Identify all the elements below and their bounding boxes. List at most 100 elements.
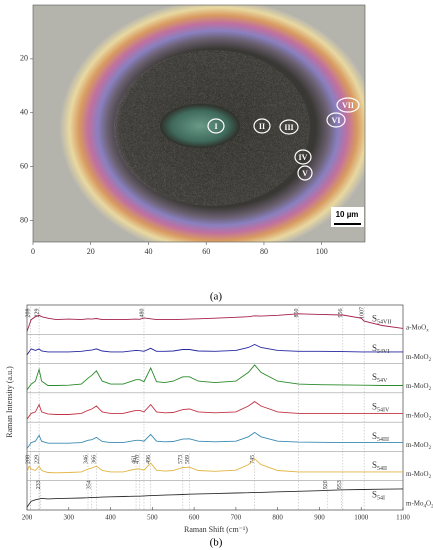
peak-label: 208 [26, 455, 32, 464]
phase-text: m-MoO [406, 470, 429, 478]
spectrum [26, 401, 403, 420]
region-circle [336, 97, 360, 113]
x-tick-label: 0 [31, 247, 35, 256]
x-tick-label: 20 [87, 247, 95, 256]
peak-label: 354 [87, 480, 93, 489]
series-subscript: 54VI [377, 349, 389, 355]
phase-subscript: 2 [429, 475, 432, 480]
peak-label: 953 [337, 480, 343, 489]
series-label: S54III [372, 431, 389, 443]
x-tick-label: 60 [202, 247, 210, 256]
region-circle [297, 165, 313, 181]
phase-subscript: 23 [431, 504, 433, 509]
x-tick-label: 400 [105, 514, 116, 522]
series-label: S54II [372, 460, 387, 472]
phase-subscript: 2 [429, 445, 432, 450]
phase-text: m-MoO [406, 353, 429, 361]
phase-text: O [426, 499, 431, 507]
series-label: S54VI [372, 343, 389, 355]
peak-label: 745 [250, 455, 256, 464]
series-name: S [372, 372, 377, 382]
peak-label: 589 [185, 455, 191, 464]
region-label: III [284, 123, 293, 132]
peak-label: 1007 [360, 307, 366, 319]
phase-text: a-MoO [406, 323, 426, 331]
spectrum [26, 364, 403, 391]
region-circle [253, 118, 271, 134]
series-name: S [372, 489, 377, 499]
micrograph [33, 5, 365, 242]
peak-label: 229 [34, 455, 40, 464]
phase-subscript: 2 [429, 387, 432, 392]
peak-label: 208 [26, 309, 32, 318]
peak-label: 956 [338, 309, 344, 318]
x-tick-label: 100 [316, 247, 328, 256]
region-markers: I II III IV V VI VII [207, 97, 360, 181]
peak-label: 233 [36, 480, 42, 489]
series-subscript: 54I [377, 496, 385, 502]
phase-text: m-MoO [406, 440, 429, 448]
series-name: S [372, 343, 377, 353]
x-tick-label: 800 [272, 514, 283, 522]
phase-label: m-MoO2 [406, 382, 432, 392]
region-label: I [214, 122, 217, 131]
spectrum [26, 313, 404, 332]
series-subscript: 54V [377, 379, 388, 385]
phase-text: m-MoO [406, 411, 429, 419]
x-tick-label: 600 [189, 514, 200, 522]
spectrum [26, 344, 403, 356]
caption-a: (a) [210, 291, 223, 303]
scale-bar-label: 10 µm [336, 210, 359, 219]
phase-label: m-MoO2 [406, 470, 432, 480]
phase-label: m-Mo4O23 [406, 499, 433, 509]
peak-label: 920 [323, 480, 329, 489]
peak-label: 461 [131, 455, 137, 464]
spectrum [26, 488, 404, 508]
x-tick-label: 40 [144, 247, 152, 256]
peak-label: 366 [92, 455, 98, 464]
x-tick-label: 700 [231, 514, 242, 522]
x-tick-label: 80 [260, 247, 268, 256]
phase-subscript: 2 [429, 358, 432, 363]
region-label: II [259, 122, 265, 131]
phase-label: m-MoO2 [406, 411, 432, 421]
y-axis-label: Raman Intensity (a.u.) [5, 366, 14, 438]
y-tick-label: 40 [20, 108, 28, 117]
region-label: VII [342, 101, 354, 110]
phase-text: m-MoO [406, 382, 429, 390]
series-subscript: 54II [377, 466, 387, 472]
x-tick-label: 1000 [354, 514, 369, 522]
image-frame [32, 4, 366, 243]
series-subscript: 54III [377, 437, 389, 443]
y-tick-label: 80 [20, 215, 28, 224]
peak-label: 496 [146, 455, 152, 464]
scale-bar-box [331, 207, 364, 227]
region-circle [326, 112, 346, 128]
x-tick-label: 200 [22, 514, 33, 522]
peak-label: 346 [83, 455, 89, 464]
series-name: S [372, 431, 377, 441]
series-label: S54V [372, 372, 388, 384]
series-name: S [372, 460, 377, 470]
region-label: IV [299, 153, 308, 162]
plot-frame [26, 304, 404, 511]
series-subscript: 54IV [377, 408, 390, 414]
region-circle [294, 149, 312, 165]
spectrum [26, 458, 403, 474]
phase-label: m-MoO2 [406, 353, 432, 363]
caption-b: (b) [210, 537, 223, 549]
peak-label: 229 [34, 309, 40, 318]
peak-label: 470 [135, 455, 141, 464]
series-subscript: 54VII [377, 320, 391, 326]
phase-label: m-MoO2 [406, 440, 432, 450]
x-tick-label: 500 [147, 514, 158, 522]
phase-subscript: x [426, 328, 429, 333]
region-label: VI [332, 116, 341, 125]
phase-subscript: 4 [424, 504, 427, 509]
spectrum [26, 431, 403, 449]
phase-text: m-Mo [406, 499, 424, 507]
series-name: S [372, 314, 377, 324]
series-label: S54VII [372, 314, 391, 326]
series-label: S54IV [372, 402, 390, 414]
